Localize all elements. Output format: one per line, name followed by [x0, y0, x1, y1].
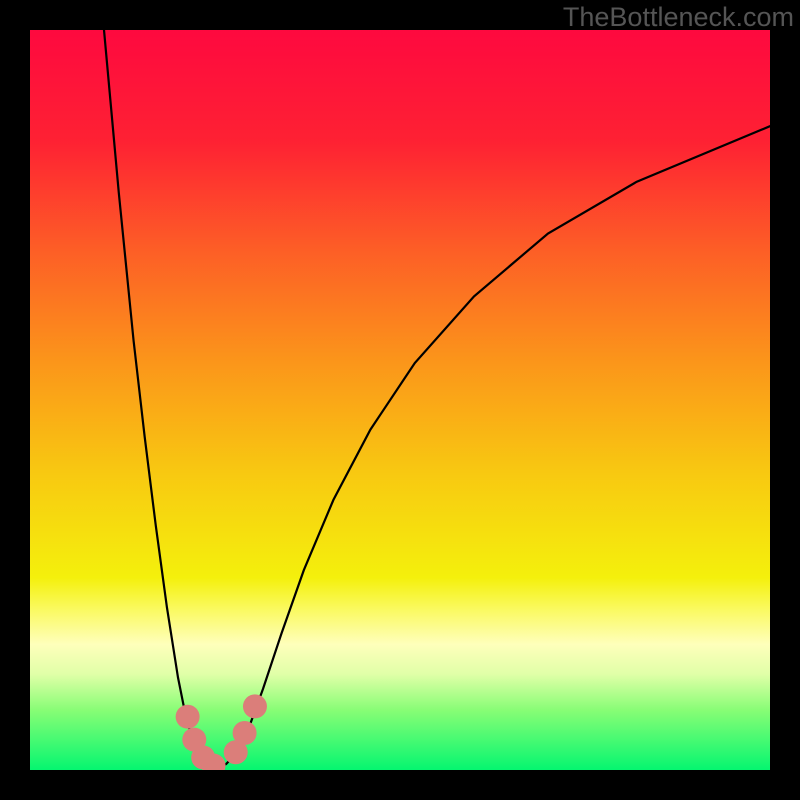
- marker-dot: [202, 754, 226, 778]
- chart-container: TheBottleneck.com: [0, 0, 800, 800]
- bottleneck-chart: [0, 0, 800, 800]
- marker-dot: [176, 705, 200, 729]
- marker-dot: [243, 694, 267, 718]
- marker-dot: [233, 721, 257, 745]
- watermark-text: TheBottleneck.com: [563, 2, 794, 33]
